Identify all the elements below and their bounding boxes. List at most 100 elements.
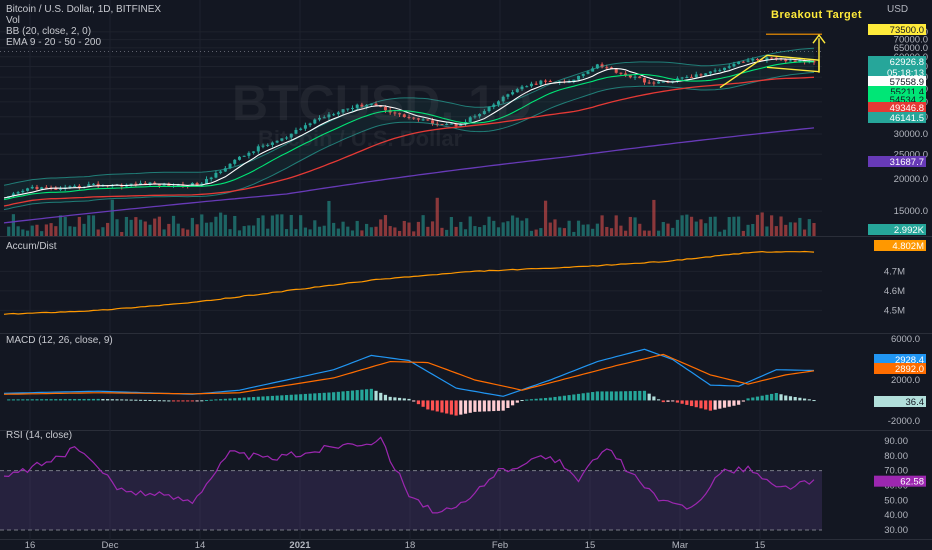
accum-dist-title[interactable]: Accum/Dist (6, 241, 57, 252)
macd-histogram-bar (440, 400, 444, 413)
macd-histogram-bar (16, 399, 20, 401)
watermark-symbol: BTCUSD, 1D (232, 75, 533, 131)
volume-bar (718, 231, 722, 236)
candle-body (228, 163, 232, 169)
candle-body (624, 73, 628, 76)
price-label-text: 46141.5 (890, 113, 924, 124)
volume-bar (200, 214, 204, 236)
candle-body (16, 192, 20, 194)
price-label-box (868, 94, 926, 105)
volume-bar (327, 200, 331, 236)
volume-bar (322, 225, 326, 236)
macd-histogram-bar (412, 400, 416, 402)
macd-histogram-bar (379, 392, 383, 401)
ema-indicator-label[interactable]: EMA 9 - 20 - 50 - 200 (6, 37, 102, 48)
macd-histogram-bar (49, 399, 53, 401)
currency-label[interactable]: USD (887, 4, 909, 15)
volume-bar (365, 223, 369, 236)
volume-bar (807, 219, 811, 236)
candle-body (299, 128, 303, 130)
candle-body (577, 75, 581, 80)
volume-bar (171, 215, 176, 236)
candle-body (595, 64, 599, 69)
candle-body (327, 114, 331, 118)
macd-histogram-bar (572, 394, 576, 401)
accum-axis-tick: 4.6M (884, 286, 905, 297)
volume-bar (209, 222, 213, 236)
volume-bar (770, 215, 774, 236)
candle-body (59, 188, 63, 190)
price-label-box (868, 24, 926, 35)
candle-body (402, 114, 406, 118)
candle-body (652, 82, 656, 84)
price-axis-tick: 70000.0 (894, 35, 928, 46)
rsi-title[interactable]: RSI (14, close) (6, 430, 73, 441)
time-axis-tick: 16 (25, 540, 36, 550)
macd-histogram-bar (87, 398, 91, 401)
volume-bar (266, 228, 270, 236)
macd-histogram-bar (261, 396, 265, 401)
volume-bar (520, 220, 524, 236)
volume-bar (280, 214, 284, 236)
macd-histogram-bar (11, 399, 16, 401)
candle-body (289, 133, 293, 138)
price-label-text: 54534.2 (890, 95, 924, 106)
vol-indicator-label[interactable]: Vol (6, 15, 20, 26)
macd-histogram-bar (591, 392, 595, 401)
bb-indicator-label[interactable]: BB (20, close, 2, 0) (6, 26, 92, 37)
candle-body (355, 104, 359, 108)
volume-bar (176, 223, 180, 236)
macd-last-label-box (874, 354, 926, 365)
volume-bar (727, 217, 731, 236)
candle-body (280, 138, 284, 141)
volume-bar (511, 215, 515, 236)
price-axis-tick: 65000.0 (894, 43, 928, 54)
candle-body (755, 59, 759, 61)
volume-bar (605, 226, 609, 236)
volume-bar (788, 222, 793, 236)
volume-bar (16, 226, 20, 236)
candle-body (346, 108, 350, 110)
volume-bar (195, 224, 199, 236)
candle-body (195, 183, 199, 186)
macd-histogram-bar (106, 399, 110, 401)
macd-histogram-bar (788, 396, 793, 401)
volume-bar (270, 215, 275, 236)
macd-histogram-bar (284, 395, 289, 401)
macd-histogram-bar (200, 400, 204, 402)
volume-bar (40, 231, 44, 236)
volume-bar (106, 222, 110, 236)
macd-histogram-bar (393, 397, 397, 401)
macd-histogram-bar (270, 395, 275, 401)
macd-histogram-bar (120, 399, 124, 401)
macd-histogram-bar (543, 397, 548, 401)
volume-bar (346, 226, 350, 236)
volume-bar (303, 227, 307, 236)
volume-bar (256, 218, 260, 236)
macd-title[interactable]: MACD (12, 26, close, 9) (6, 335, 113, 346)
macd-histogram-bar (496, 400, 501, 411)
macd-histogram-bar (567, 395, 571, 401)
macd-histogram-bar (355, 390, 359, 401)
macd-histogram-bar (454, 400, 458, 416)
pennant-pattern (719, 54, 820, 89)
volume-bar (412, 231, 416, 236)
candle-body (548, 81, 552, 83)
volume-bar (430, 221, 435, 236)
price-label-text: 62926.8 (890, 57, 924, 68)
volume-bar (482, 225, 486, 236)
macd-histogram-bar (148, 400, 152, 402)
macd-histogram-bar (82, 398, 86, 401)
volume-bar (591, 228, 595, 236)
volume-bar (689, 216, 694, 236)
price-label-text: 05:18:13 (887, 68, 924, 79)
macd-histogram-bar (77, 398, 81, 401)
volume-bar (713, 216, 717, 236)
macd-histogram-bar (661, 400, 665, 403)
volume-bar (798, 217, 802, 236)
macd-histogram-bar (525, 399, 529, 401)
macd-histogram-bar (478, 400, 482, 412)
macd-histogram-bar (798, 397, 802, 401)
